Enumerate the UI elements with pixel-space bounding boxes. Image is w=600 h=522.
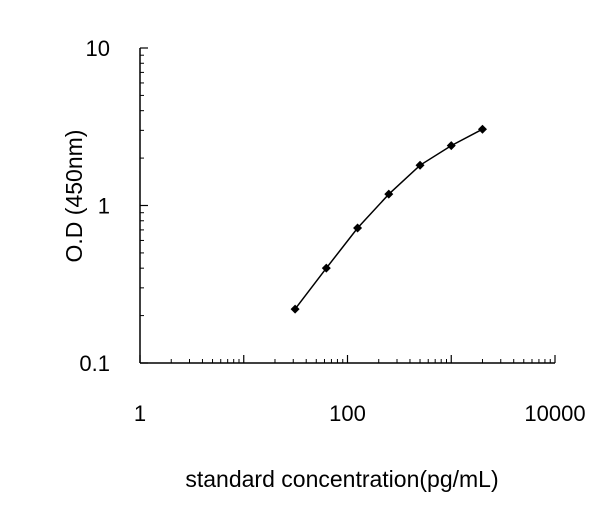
tick-labels: 1 100 10000 10 1 0.1: [79, 36, 585, 426]
series-layer: [290, 124, 487, 314]
data-point: [446, 141, 456, 151]
data-point: [321, 263, 331, 273]
axes: [139, 47, 556, 364]
x-tick-label: 1: [134, 401, 146, 426]
y-axis-title: O.D (450nm): [61, 130, 87, 263]
data-point: [290, 304, 300, 314]
data-point: [384, 189, 394, 199]
y-tick-label: 1: [98, 194, 110, 219]
y-tick-label: 10: [86, 36, 110, 61]
data-point: [415, 160, 425, 170]
x-tick-label: 100: [329, 401, 366, 426]
x-axis-title: standard concentration(pg/mL): [185, 466, 498, 492]
data-point: [477, 124, 487, 134]
data-point: [353, 223, 363, 233]
series-line: [294, 128, 483, 310]
x-tick-label: 10000: [524, 401, 585, 426]
y-tick-label: 0.1: [79, 351, 110, 376]
